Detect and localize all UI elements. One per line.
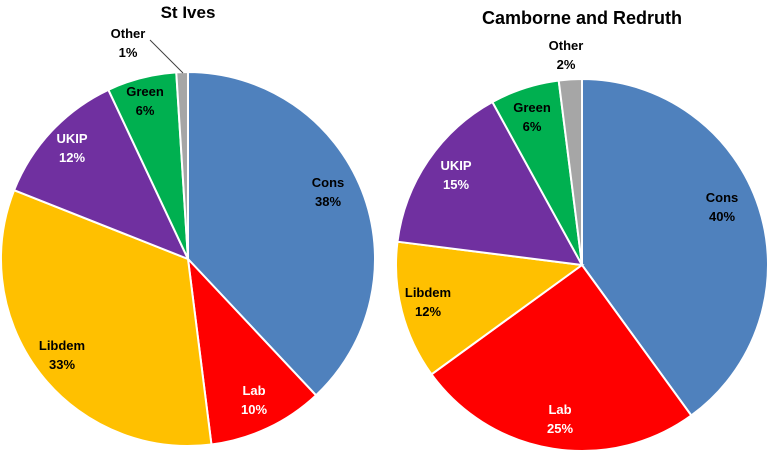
slice-label-cons: Cons 38% [312,175,345,209]
slice-lab [430,263,693,452]
slice-category-name: Libdem [39,338,85,353]
slice-label-cons: Cons 40% [706,190,739,224]
slice-percentage: 10% [241,402,267,417]
slice-label-other: Other 1% [111,26,146,60]
slice-label-other: Other 2% [549,38,584,72]
slice-libdem [0,188,213,448]
pie-chart-st-ives: St Ives Cons 38% Lab 10% Libdem 33% UKIP 12% Gre… [0,3,376,448]
slice-libdem [395,240,585,376]
slice-category-name: Other [549,38,584,53]
slice-label-libdem: Libdem 33% [39,338,85,372]
pie-labels: Cons 40% Lab 25% Libdem 12% UKIP 15% Green 6% Othe… [405,38,738,436]
slice-category-name: Green [513,100,551,115]
slice-label-ukip: UKIP 15% [440,158,471,192]
slice-label-green: Green 6% [126,84,164,118]
slice-percentage: 15% [443,177,469,192]
slice-percentage: 12% [59,150,85,165]
slice-category-name: Green [126,84,164,99]
slice-percentage: 12% [415,304,441,319]
slice-category-name: Cons [706,190,739,205]
slice-category-name: UKIP [440,158,471,173]
slice-percentage: 6% [136,103,155,118]
slice-percentage: 38% [315,194,341,209]
slice-cons [187,70,376,397]
slice-cons [581,77,769,417]
pie-chart-camborne-and-redruth: Camborne and Redruth Cons 40% Lab 25% Libdem… [395,8,769,452]
slice-category-name: Cons [312,175,345,190]
pie-slices [0,70,376,448]
slice-category-name: Lab [242,383,265,398]
slice-percentage: 2% [557,57,576,72]
slice-label-lab: Lab 25% [547,402,573,436]
slice-percentage: 1% [119,45,138,60]
slice-other [557,77,583,266]
slice-category-name: UKIP [56,131,87,146]
leader-line-other [149,39,184,74]
slice-percentage: 25% [547,421,573,436]
chart-title-camborne-and-redruth: Camborne and Redruth [482,8,682,28]
slice-lab [186,256,318,446]
slice-category-name: Libdem [405,285,451,300]
slice-ukip [396,100,584,267]
slice-label-ukip: UKIP 12% [56,131,87,165]
slice-label-green: Green 6% [513,100,551,134]
slice-category-name: Lab [548,402,571,417]
pie-labels: Cons 38% Lab 10% Libdem 33% UKIP 12% Green 6% Othe… [39,26,344,417]
slice-label-libdem: Libdem 12% [405,285,451,319]
slice-percentage: 6% [523,119,542,134]
slice-category-name: Other [111,26,146,41]
slice-ukip [12,88,190,261]
chart-title-st-ives: St Ives [161,3,216,22]
slice-percentage: 40% [709,209,735,224]
pie-slices [395,77,769,452]
slice-percentage: 33% [49,357,75,372]
slice-label-lab: Lab 10% [241,383,267,417]
